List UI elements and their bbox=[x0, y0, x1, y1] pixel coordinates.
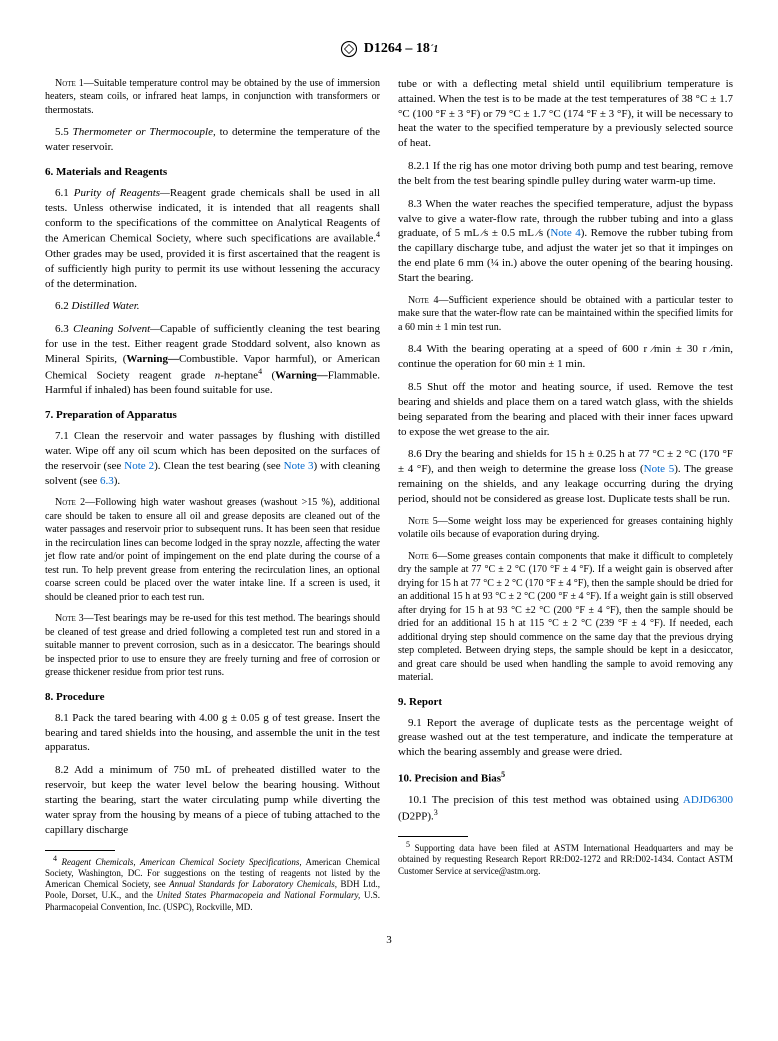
footnote-5: 5 Supporting data have been filed at AST… bbox=[398, 840, 733, 877]
para-8-2-cont: tube or with a deflecting metal shield u… bbox=[398, 77, 733, 151]
document-header: D1264 – 18´1 bbox=[45, 40, 733, 59]
note-2: Note 2—Following high water washout grea… bbox=[45, 496, 380, 604]
note-5: Note 5—Some weight loss may be experienc… bbox=[398, 515, 733, 542]
footnote-4-block: 4 Reagent Chemicals, American Chemical S… bbox=[45, 850, 380, 913]
para-8-1: 8.1 Pack the tared bearing with 4.00 g ±… bbox=[45, 711, 380, 756]
section-7-title: 7. Preparation of Apparatus bbox=[45, 408, 380, 423]
para-8-4: 8.4 With the bearing operating at a spee… bbox=[398, 342, 733, 372]
footnote-5-block: 5 Supporting data have been filed at AST… bbox=[398, 836, 733, 877]
header-designation: D1264 – 18´1 bbox=[364, 40, 438, 59]
para-7-1: 7.1 Clean the reservoir and water passag… bbox=[45, 429, 380, 488]
para-8-5: 8.5 Shut off the motor and heating sourc… bbox=[398, 380, 733, 439]
footnote-4: 4 Reagent Chemicals, American Chemical S… bbox=[45, 854, 380, 913]
para-6-1: 6.1 Purity of Reagents—Reagent grade che… bbox=[45, 186, 380, 292]
para-6-3: 6.3 Cleaning Solvent—Capable of sufficie… bbox=[45, 322, 380, 398]
section-10-title: 10. Precision and Bias5 bbox=[398, 770, 733, 787]
para-8-6: 8.6 Dry the bearing and shields for 15 h… bbox=[398, 447, 733, 506]
para-5-5: 5.5 Thermometer or Thermocouple, to dete… bbox=[45, 125, 380, 155]
section-8-title: 8. Procedure bbox=[45, 690, 380, 705]
para-9-1: 9.1 Report the average of duplicate test… bbox=[398, 716, 733, 761]
para-8-3: 8.3 When the water reaches the specified… bbox=[398, 197, 733, 286]
para-6-2: 6.2 Distilled Water. bbox=[45, 299, 380, 314]
para-8-2-1: 8.2.1 If the rig has one motor driving b… bbox=[398, 159, 733, 189]
footnote-rule bbox=[45, 850, 115, 851]
para-8-2: 8.2 Add a minimum of 750 mL of preheated… bbox=[45, 763, 380, 837]
document-body: Note 1—Suitable temperature control may … bbox=[45, 77, 733, 913]
astm-logo bbox=[340, 40, 358, 58]
footnote-rule bbox=[398, 836, 468, 837]
para-10-1: 10.1 The precision of this test method w… bbox=[398, 793, 733, 824]
section-9-title: 9. Report bbox=[398, 695, 733, 710]
section-6-title: 6. Materials and Reagents bbox=[45, 165, 380, 180]
note-6: Note 6—Some greases contain components t… bbox=[398, 550, 733, 685]
note-3: Note 3—Test bearings may be re-used for … bbox=[45, 612, 380, 680]
page-number: 3 bbox=[45, 933, 733, 948]
note-4: Note 4—Sufficient experience should be o… bbox=[398, 294, 733, 335]
note-1: Note 1—Suitable temperature control may … bbox=[45, 77, 380, 118]
